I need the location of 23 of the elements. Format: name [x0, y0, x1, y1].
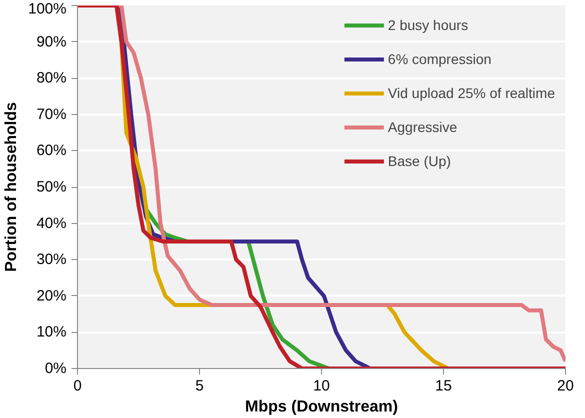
- y-tick-label: 90%: [36, 33, 67, 50]
- legend-label: 2 busy hours: [388, 17, 468, 33]
- legend-label: 6% compression: [388, 51, 492, 67]
- legend-label: Aggressive: [388, 119, 458, 135]
- legend-label: Vid upload 25% of realtime: [388, 85, 555, 101]
- y-tick-label: 60%: [36, 142, 67, 160]
- y-tick-label: 20%: [36, 287, 67, 304]
- x-tick-label: 0: [73, 378, 82, 394]
- x-tick-label: 15: [435, 378, 452, 394]
- legend-label: Base (Up): [388, 153, 451, 169]
- x-tick-label: 5: [195, 378, 204, 394]
- y-tick-label: 80%: [36, 70, 67, 87]
- y-tick-label: 100%: [28, 0, 67, 18]
- y-tick-label: 50%: [36, 178, 67, 196]
- y-tick-label: 70%: [36, 106, 67, 123]
- x-tick-label: 10: [313, 378, 330, 394]
- y-tick-label: 10%: [36, 324, 67, 341]
- y-tick-label: 0%: [44, 360, 67, 377]
- y-axis-title: Portion of households: [3, 102, 20, 272]
- x-axis-title: Mbps (Downstream): [245, 398, 398, 416]
- y-tick-label: 40%: [36, 214, 67, 232]
- y-tick-label: 30%: [36, 251, 67, 268]
- x-tick-label: 20: [557, 378, 574, 394]
